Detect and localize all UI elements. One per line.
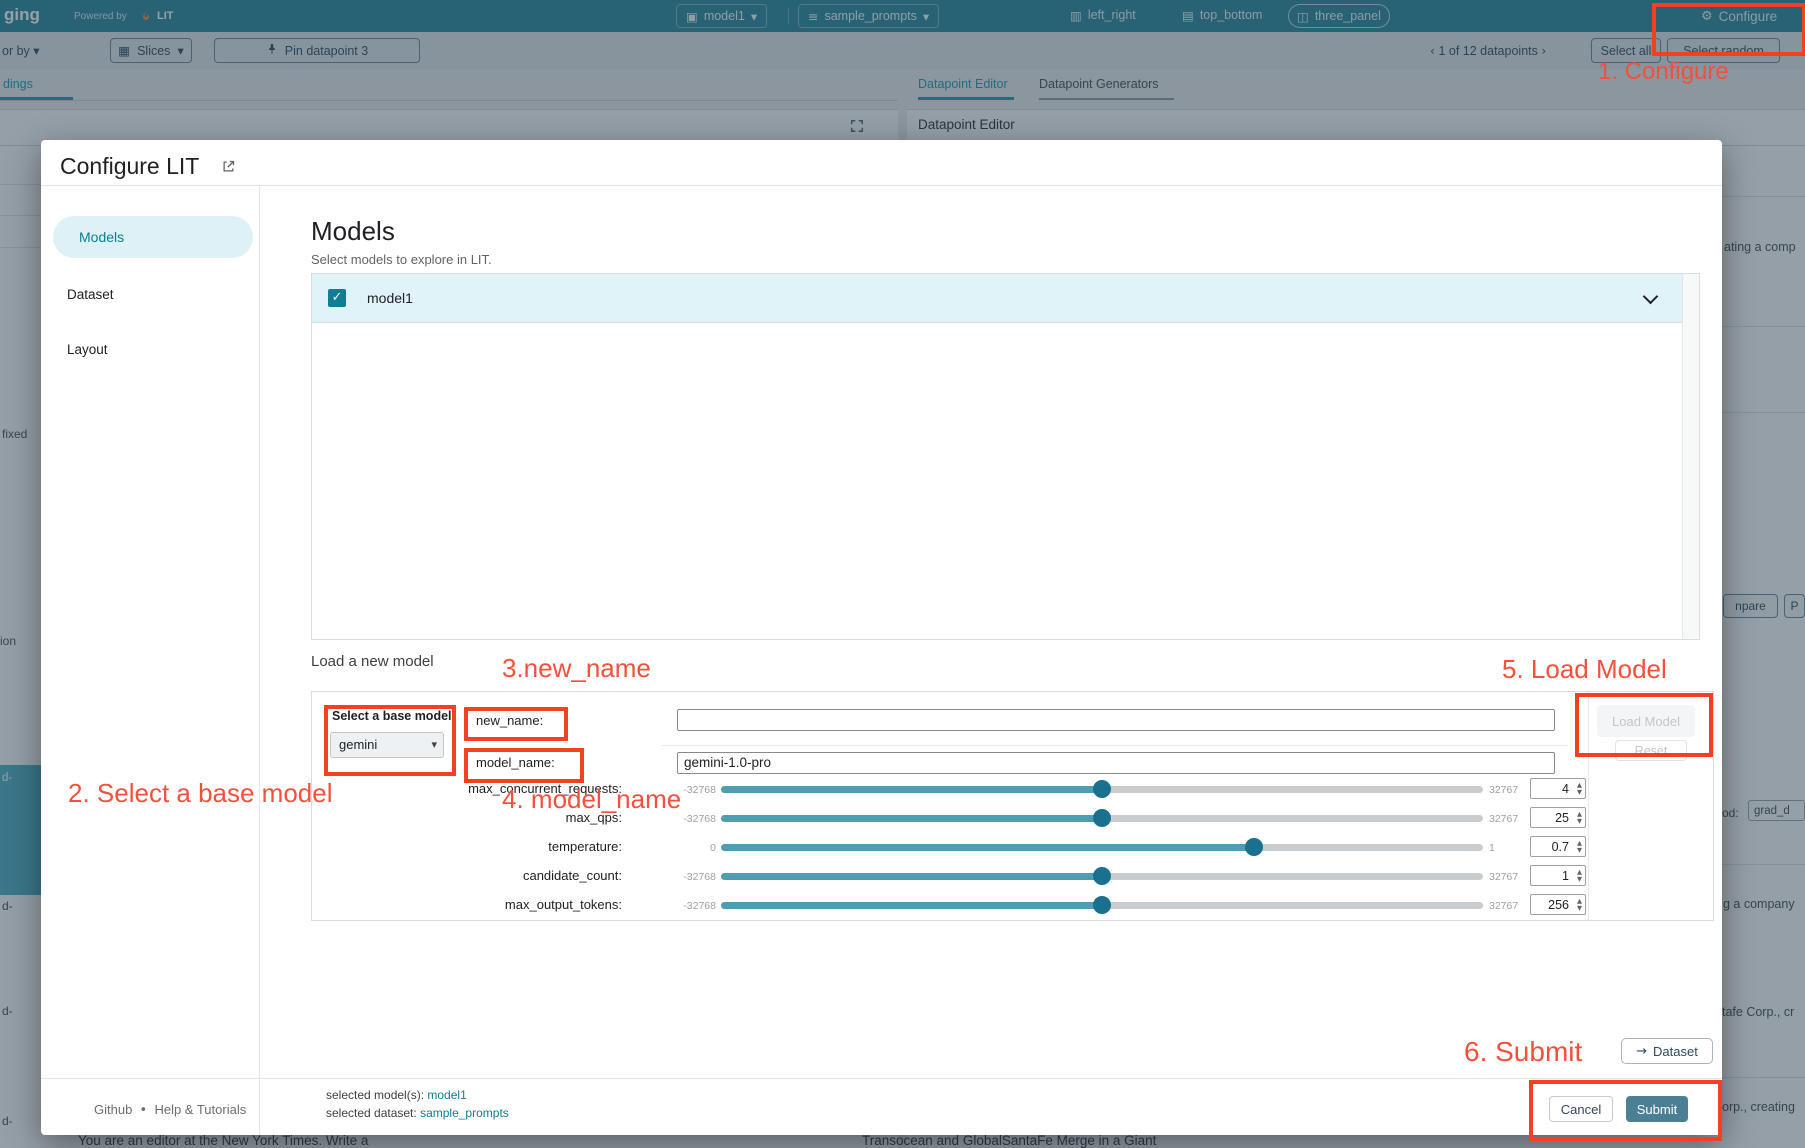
section-heading: Models xyxy=(311,216,395,246)
slider-label: max_concurrent_requests: xyxy=(468,781,622,796)
slider-max: 32767 xyxy=(1489,813,1519,825)
submit-button[interactable]: Submit xyxy=(1626,1096,1688,1122)
caret-down-icon: ▾ xyxy=(431,738,437,751)
selected-dataset-link[interactable]: sample_prompts xyxy=(420,1106,509,1120)
max-qps-stepper[interactable]: 25 ▲ ▼ xyxy=(1530,807,1586,828)
sidebar-item-models[interactable]: Models xyxy=(53,216,253,258)
dialog-title: Configure LIT xyxy=(60,153,200,179)
stepper-up-icon[interactable]: ▲ xyxy=(1577,810,1582,818)
load-model-button[interactable]: Load Model xyxy=(1597,705,1695,737)
stepper-up-icon[interactable]: ▲ xyxy=(1577,781,1582,789)
slider-knob[interactable] xyxy=(1093,867,1111,885)
slider-min: -32768 xyxy=(683,871,716,883)
temperature-slider[interactable] xyxy=(721,838,1483,856)
stepper-value: 25 xyxy=(1555,811,1569,825)
load-model-form: Select a base model gemini ▾ new_name: m… xyxy=(311,691,1714,921)
slider-label: temperature: xyxy=(548,839,622,854)
submit-button-label: Submit xyxy=(1636,1101,1678,1117)
go-to-dataset-label: Dataset xyxy=(1653,1043,1698,1059)
reset-button-label: Reset xyxy=(1634,743,1668,758)
bullet-separator: • xyxy=(139,1103,148,1118)
sidebar-item-dataset[interactable]: Dataset xyxy=(67,287,114,302)
slider-max: 32767 xyxy=(1489,784,1519,796)
slider-label: max_output_tokens: xyxy=(504,897,622,912)
github-link[interactable]: Github xyxy=(94,1102,133,1117)
max-output-tokens-stepper[interactable]: 256 ▲ ▼ xyxy=(1530,894,1586,915)
stepper-down-icon[interactable]: ▼ xyxy=(1577,904,1582,912)
max-qps-slider[interactable] xyxy=(721,809,1483,827)
slider-knob[interactable] xyxy=(1093,809,1111,827)
arrow-right-icon: → xyxy=(1636,1043,1648,1059)
model-row-label: model1 xyxy=(367,290,413,306)
stepper-up-icon[interactable]: ▲ xyxy=(1577,897,1582,905)
checkbox-checked-icon[interactable]: ✓ xyxy=(328,289,346,307)
new-name-input[interactable] xyxy=(677,709,1555,731)
stepper-value: 0.7 xyxy=(1551,840,1569,854)
selected-model-link[interactable]: model1 xyxy=(427,1088,467,1102)
stepper-down-icon[interactable]: ▼ xyxy=(1577,788,1582,796)
footer-links: Github • Help & Tutorials xyxy=(94,1102,246,1118)
slider-min: -32768 xyxy=(683,813,716,825)
sidebar-item-label: Models xyxy=(79,229,125,245)
help-tutorials-link[interactable]: Help & Tutorials xyxy=(154,1102,247,1117)
base-model-select[interactable]: gemini ▾ xyxy=(330,732,444,758)
slider-knob[interactable] xyxy=(1093,896,1111,914)
stepper-up-icon[interactable]: ▲ xyxy=(1577,868,1582,876)
scrollbar-gutter[interactable] xyxy=(1682,274,1699,639)
temperature-stepper[interactable]: 0.7 ▲ ▼ xyxy=(1530,836,1586,857)
section-subtitle: Select models to explore in LIT. xyxy=(311,252,492,267)
selected-model-status: selected model(s): model1 xyxy=(326,1088,467,1102)
candidate-count-stepper[interactable]: 1 ▲ ▼ xyxy=(1530,865,1586,886)
slider-label: candidate_count: xyxy=(522,868,622,883)
slider-min: 0 xyxy=(710,842,716,854)
model-list: ✓ model1 xyxy=(311,273,1700,640)
slider-knob[interactable] xyxy=(1245,838,1264,856)
model-name-input[interactable] xyxy=(677,752,1555,774)
stepper-value: 4 xyxy=(1562,782,1569,796)
base-model-value: gemini xyxy=(339,737,378,752)
stepper-down-icon[interactable]: ▼ xyxy=(1577,817,1582,825)
sidebar-item-layout[interactable]: Layout xyxy=(67,342,108,357)
stepper-value: 1 xyxy=(1562,869,1569,883)
load-model-button-label: Load Model xyxy=(1612,713,1680,729)
max-output-tokens-slider[interactable] xyxy=(721,896,1483,914)
chevron-down-icon[interactable] xyxy=(1642,288,1659,305)
stepper-down-icon[interactable]: ▼ xyxy=(1577,875,1582,883)
candidate-count-slider[interactable] xyxy=(721,867,1483,885)
new-name-label: new_name: xyxy=(476,713,544,728)
cancel-button-label: Cancel xyxy=(1560,1101,1602,1117)
go-to-dataset-button[interactable]: → Dataset xyxy=(1621,1038,1713,1064)
slider-max: 32767 xyxy=(1489,900,1519,912)
model-name-label: model_name: xyxy=(476,755,555,770)
selected-dataset-status: selected dataset: sample_prompts xyxy=(326,1106,509,1120)
slider-max: 32767 xyxy=(1489,871,1519,883)
stepper-value: 256 xyxy=(1548,898,1569,912)
slider-min: -32768 xyxy=(683,900,716,912)
slider-min: -32768 xyxy=(683,784,716,796)
cancel-button[interactable]: Cancel xyxy=(1549,1096,1613,1122)
slider-knob[interactable] xyxy=(1093,780,1111,798)
model-row[interactable]: ✓ model1 xyxy=(312,274,1684,323)
configure-lit-dialog: Configure LIT Models Dataset Layout Mode… xyxy=(41,140,1722,1135)
stepper-down-icon[interactable]: ▼ xyxy=(1577,846,1582,854)
base-model-label: Select a base model xyxy=(332,709,452,723)
reset-button[interactable]: Reset xyxy=(1615,740,1687,761)
max-concurrent-requests-stepper[interactable]: 4 ▲ ▼ xyxy=(1530,778,1586,799)
max-concurrent-requests-slider[interactable] xyxy=(721,780,1483,798)
open-in-new-icon[interactable] xyxy=(221,159,236,179)
slider-label: max_qps: xyxy=(565,810,622,825)
load-model-heading: Load a new model xyxy=(311,653,434,670)
slider-max: 1 xyxy=(1489,842,1495,854)
stepper-up-icon[interactable]: ▲ xyxy=(1577,839,1582,847)
